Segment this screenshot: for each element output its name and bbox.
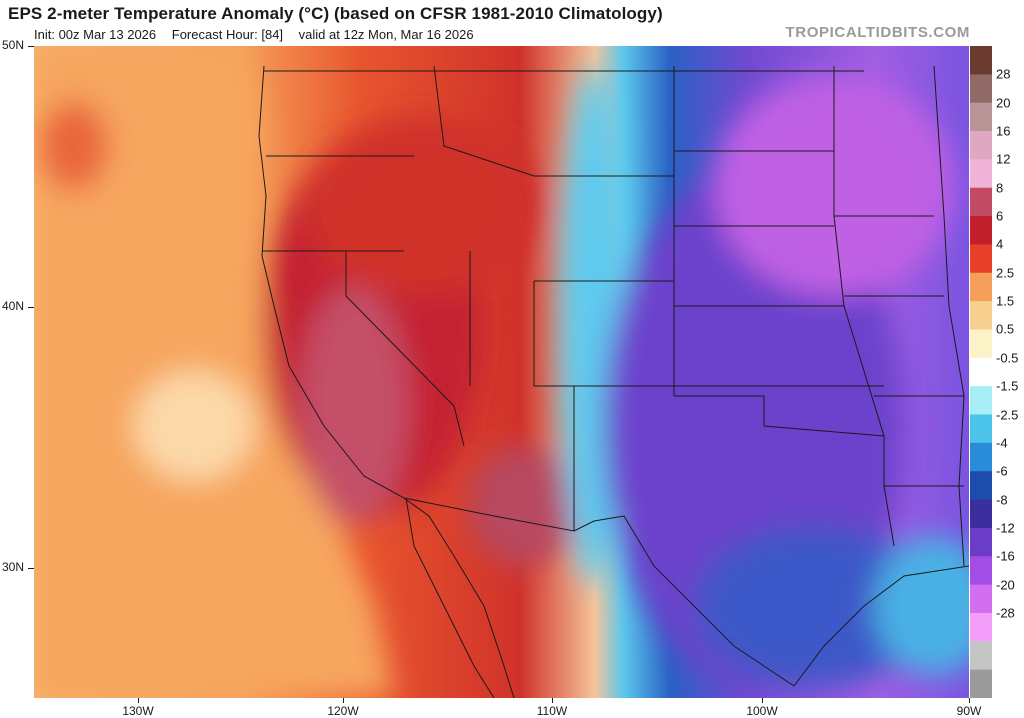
arizona-hot-spot bbox=[469, 446, 579, 566]
colorbar-segment bbox=[970, 669, 992, 698]
gulf-coast bbox=[793, 565, 969, 687]
colorbar-label: -4 bbox=[996, 435, 1008, 451]
colorbar-segment bbox=[970, 584, 992, 614]
lat-label-40n: 40N bbox=[2, 299, 25, 313]
colorbar-label: -2.5 bbox=[996, 407, 1019, 423]
colorbar-segment bbox=[970, 102, 992, 132]
colorbar-label: -16 bbox=[996, 548, 1015, 564]
colorbar-segment bbox=[970, 471, 992, 501]
colorbar-segment bbox=[970, 612, 992, 642]
colorbar-segment bbox=[970, 386, 992, 416]
border-ca-nv bbox=[345, 251, 465, 447]
colorbar-segment bbox=[970, 499, 992, 529]
colorbar-segment bbox=[970, 301, 992, 330]
brand-watermark: TROPICALTIDBITS.COM bbox=[785, 24, 970, 41]
temperature-anomaly-map bbox=[34, 46, 969, 698]
colorbar-segment bbox=[970, 272, 992, 302]
colorbar-segment bbox=[970, 159, 992, 189]
pacific-nw-warm-patch bbox=[39, 101, 109, 191]
colorbar-segment bbox=[970, 131, 992, 160]
colorbar-label: -1.5 bbox=[996, 378, 1019, 394]
lon-label-120w: 120W bbox=[327, 704, 359, 718]
colorbar-label: 12 bbox=[996, 151, 1011, 167]
baja-coast bbox=[405, 497, 495, 698]
northwest-warm bbox=[304, 116, 544, 296]
lon-tick bbox=[138, 698, 139, 703]
colorbar bbox=[970, 46, 992, 698]
colorbar-segment bbox=[970, 357, 992, 387]
colorbar-segment bbox=[970, 46, 992, 75]
colorbar-segment bbox=[970, 641, 992, 671]
border-id-mt bbox=[433, 65, 535, 177]
colorbar-label: 28 bbox=[996, 66, 1011, 82]
border-east-column bbox=[833, 66, 895, 547]
border-mississippi bbox=[933, 65, 965, 567]
lon-label-110w: 110W bbox=[536, 704, 568, 718]
colorbar-label: -28 bbox=[996, 605, 1015, 621]
colorbar-label: 2.5 bbox=[996, 265, 1015, 281]
colorbar-label: 20 bbox=[996, 95, 1011, 111]
colorbar-segment bbox=[970, 414, 992, 444]
colorbar-label: -12 bbox=[996, 520, 1015, 536]
colorbar-label: 1.5 bbox=[996, 293, 1015, 309]
colorbar-segment bbox=[970, 527, 992, 557]
colorbar-label: 8 bbox=[996, 180, 1004, 196]
colorbar-segment bbox=[970, 442, 992, 472]
lat-tick bbox=[28, 568, 34, 569]
border-ut-co bbox=[533, 281, 674, 387]
colorbar-segment bbox=[970, 74, 992, 104]
lon-label-100w: 100W bbox=[746, 704, 778, 718]
border-mexico bbox=[403, 497, 795, 687]
init-time: Init: 00z Mar 13 2026 bbox=[34, 27, 157, 42]
offshore-cool-patch bbox=[134, 371, 254, 481]
colorbar-label: -0.5 bbox=[996, 350, 1019, 366]
colorbar-segment bbox=[970, 187, 992, 217]
lon-tick bbox=[343, 698, 344, 703]
border-ok-tx bbox=[674, 395, 885, 437]
colorbar-label: -6 bbox=[996, 463, 1008, 479]
lon-label-130w: 130W bbox=[122, 704, 154, 718]
colorbar-segment bbox=[970, 244, 992, 274]
lat-tick bbox=[28, 307, 34, 308]
colorbar-label: -8 bbox=[996, 492, 1008, 508]
gulf-cool bbox=[874, 536, 969, 676]
colorbar-label: 6 bbox=[996, 208, 1004, 224]
pacific-warm-anomaly bbox=[34, 46, 394, 698]
lon-tick bbox=[969, 698, 970, 703]
colorbar-segment bbox=[970, 329, 992, 359]
lon-tick bbox=[552, 698, 553, 703]
lat-label-30n: 30N bbox=[2, 560, 25, 574]
map-title: EPS 2-meter Temperature Anomaly (°C) (ba… bbox=[8, 4, 663, 23]
colorbar-segment bbox=[970, 556, 992, 586]
coastline-west bbox=[258, 65, 515, 698]
colorbar-label: -20 bbox=[996, 577, 1015, 593]
colorbar-label: 4 bbox=[996, 236, 1004, 252]
texas-cold bbox=[694, 526, 934, 686]
lat-tick bbox=[28, 46, 34, 47]
colorbar-label: 16 bbox=[996, 123, 1011, 139]
colorbar-label: 0.5 bbox=[996, 321, 1015, 337]
colorbar-segment bbox=[970, 216, 992, 245]
lon-tick bbox=[762, 698, 763, 703]
california-hot-spot bbox=[299, 286, 409, 526]
state-borders bbox=[258, 65, 969, 698]
valid-time: valid at 12z Mon, Mar 16 2026 bbox=[298, 27, 474, 42]
lat-label-50n: 50N bbox=[2, 38, 25, 52]
forecast-hour: Forecast Hour: [84] bbox=[171, 27, 284, 42]
lon-label-90w: 90W bbox=[956, 704, 982, 718]
map-subtitle: Init: 00z Mar 13 2026 Forecast Hour: [84… bbox=[34, 27, 474, 42]
